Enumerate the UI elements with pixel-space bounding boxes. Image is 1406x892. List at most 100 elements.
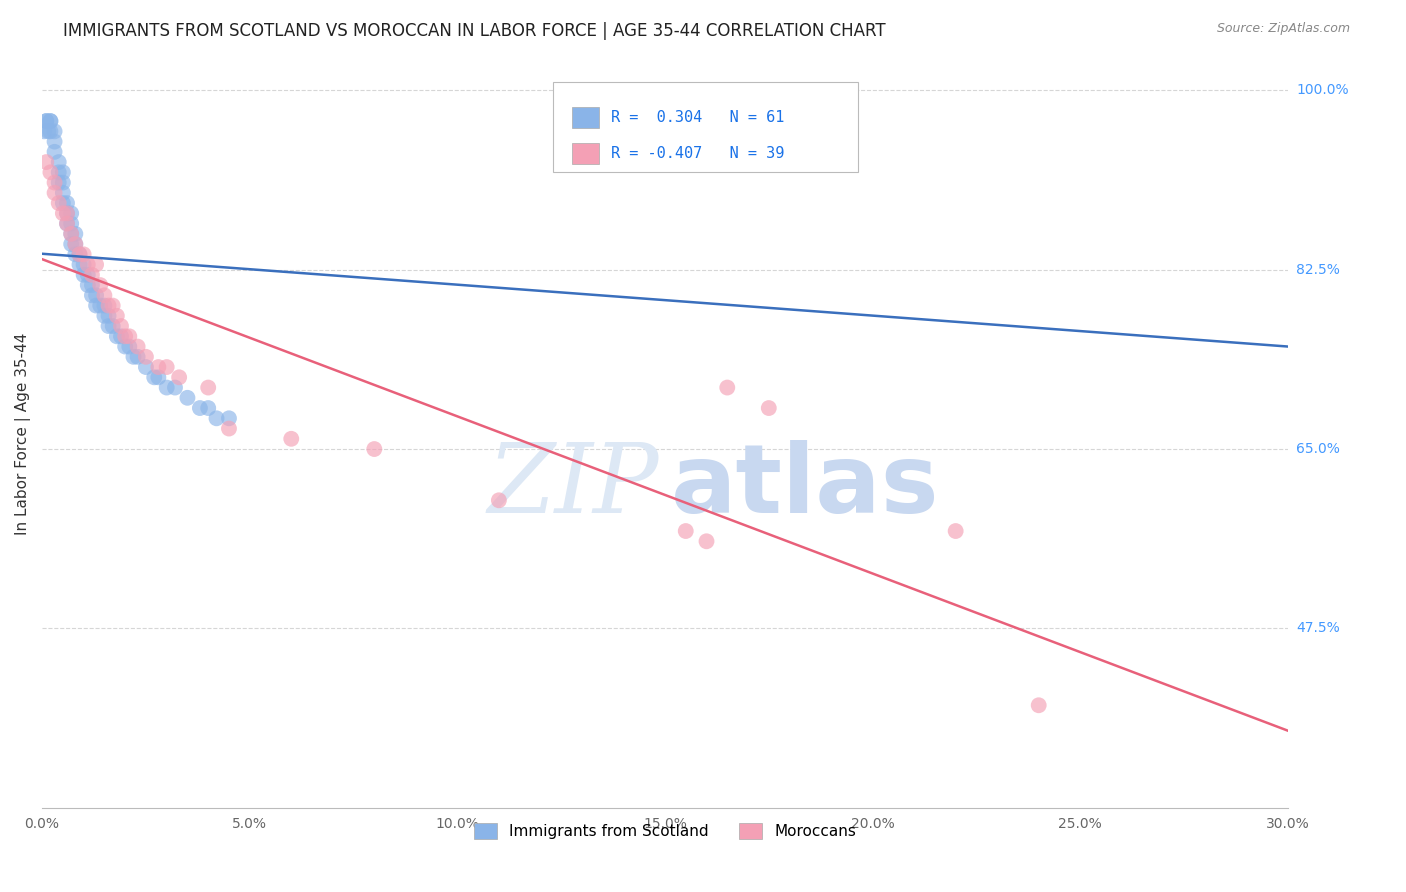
Point	[44, 176, 66, 190]
Point	[80, 288, 103, 302]
Point	[110, 319, 132, 334]
Point	[163, 380, 186, 394]
Point	[39, 165, 62, 179]
Point	[176, 391, 198, 405]
Point	[127, 350, 149, 364]
Point	[89, 299, 111, 313]
Point	[69, 258, 91, 272]
Point	[135, 360, 157, 375]
Point	[65, 237, 87, 252]
Text: 100.0%: 100.0%	[1296, 83, 1348, 97]
Point	[39, 114, 62, 128]
Point	[35, 155, 58, 169]
Point	[39, 114, 62, 128]
Point	[52, 186, 75, 200]
Point	[76, 258, 98, 272]
Point	[52, 165, 75, 179]
Point	[148, 370, 170, 384]
Point	[488, 493, 510, 508]
Point	[675, 524, 697, 538]
Point	[72, 247, 94, 261]
Point	[60, 217, 83, 231]
Point	[135, 350, 157, 364]
Point	[69, 247, 91, 261]
Point	[56, 217, 79, 231]
Point	[127, 340, 149, 354]
Point	[101, 319, 124, 334]
Point	[118, 340, 141, 354]
Point	[48, 165, 70, 179]
Text: 82.5%: 82.5%	[1296, 263, 1340, 277]
Point	[60, 206, 83, 220]
Point	[110, 329, 132, 343]
Point	[52, 206, 75, 220]
Point	[39, 124, 62, 138]
Point	[65, 227, 87, 241]
Point	[122, 350, 145, 364]
FancyBboxPatch shape	[553, 82, 858, 172]
Point	[52, 176, 75, 190]
Text: ZIP: ZIP	[488, 439, 659, 533]
Point	[44, 186, 66, 200]
Bar	[572, 143, 599, 164]
Point	[84, 288, 107, 302]
Point	[48, 196, 70, 211]
Point	[114, 340, 136, 354]
Point	[72, 268, 94, 282]
Point	[69, 247, 91, 261]
Point	[97, 299, 120, 313]
Point	[60, 227, 83, 241]
Point	[105, 309, 128, 323]
Point	[44, 145, 66, 159]
Point	[65, 247, 87, 261]
Point	[143, 370, 166, 384]
Point	[197, 401, 219, 415]
Point	[218, 411, 240, 425]
Point	[93, 288, 115, 302]
Point	[156, 380, 179, 394]
Point	[148, 360, 170, 375]
Point	[758, 401, 780, 415]
Text: 65.0%: 65.0%	[1296, 442, 1340, 456]
Point	[93, 299, 115, 313]
Point	[48, 155, 70, 169]
Point	[72, 258, 94, 272]
Text: 47.5%: 47.5%	[1296, 622, 1340, 635]
Point	[167, 370, 190, 384]
Point	[101, 299, 124, 313]
Point	[52, 196, 75, 211]
Point	[60, 227, 83, 241]
Point	[65, 237, 87, 252]
Point	[60, 237, 83, 252]
Point	[44, 135, 66, 149]
Point	[56, 206, 79, 220]
Point	[56, 196, 79, 211]
Point	[76, 278, 98, 293]
Point	[695, 83, 717, 97]
Point	[114, 329, 136, 343]
Point	[105, 329, 128, 343]
Point	[688, 145, 710, 159]
Point	[197, 380, 219, 394]
Point	[32, 124, 55, 138]
Point	[188, 401, 211, 415]
Text: R = -0.407   N = 39: R = -0.407 N = 39	[612, 145, 785, 161]
Bar	[572, 106, 599, 128]
Point	[93, 309, 115, 323]
Point	[56, 217, 79, 231]
Point	[89, 278, 111, 293]
Point	[218, 421, 240, 435]
Point	[1028, 698, 1050, 713]
Legend: Immigrants from Scotland, Moroccans: Immigrants from Scotland, Moroccans	[468, 817, 862, 845]
Point	[80, 278, 103, 293]
Point	[156, 360, 179, 375]
Point	[97, 309, 120, 323]
Point	[280, 432, 302, 446]
Text: atlas: atlas	[671, 440, 939, 533]
Point	[37, 124, 59, 138]
Point	[716, 380, 738, 394]
Point	[44, 124, 66, 138]
Point	[84, 258, 107, 272]
Point	[118, 329, 141, 343]
Point	[35, 114, 58, 128]
